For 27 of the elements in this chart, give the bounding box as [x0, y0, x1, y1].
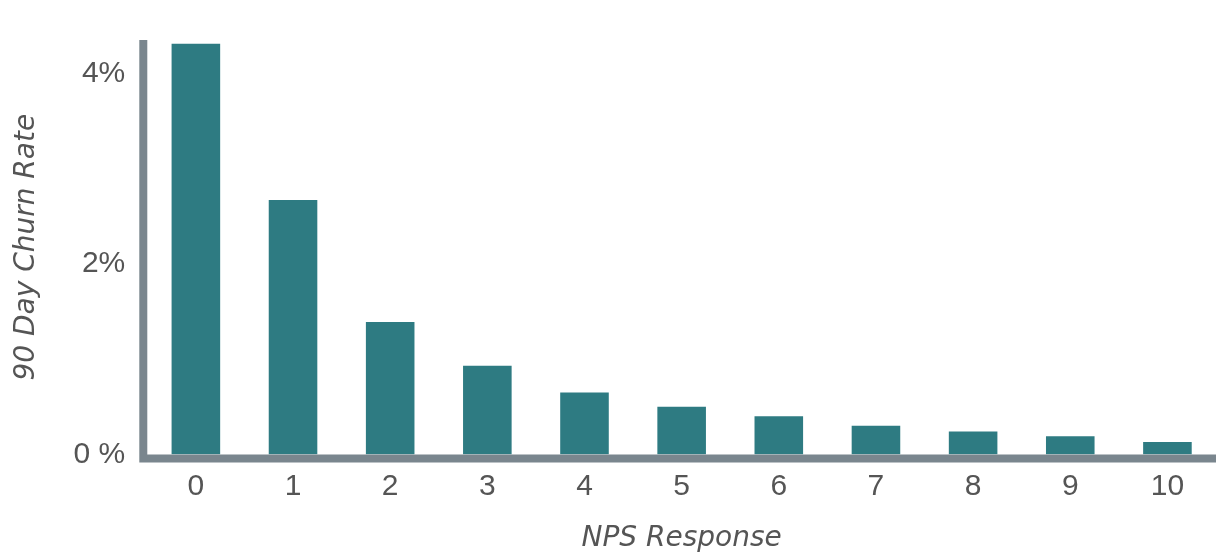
x-tick-label: 2: [381, 467, 399, 501]
x-tick-label: 5: [673, 467, 690, 501]
bar: [1143, 442, 1192, 455]
y-tick-label: 0 %: [73, 435, 126, 469]
bar: [1045, 436, 1095, 455]
x-axis-title: NPS Response: [581, 520, 782, 554]
x-tick-label: 6: [770, 467, 788, 501]
x-tick-label: 0: [187, 467, 205, 501]
bar: [851, 425, 901, 455]
x-tick-label: 8: [964, 467, 982, 501]
bar: [171, 43, 221, 455]
y-tick-label: 4%: [81, 54, 126, 88]
y-axis-title: 90 Day Churn Rate: [8, 113, 42, 381]
x-tick-label: 7: [867, 467, 885, 501]
bar: [560, 392, 609, 455]
x-tick-label: 3: [478, 467, 496, 501]
x-tick-label: 1: [284, 467, 302, 501]
bar: [948, 431, 998, 455]
bar: [754, 416, 804, 455]
y-tick-label: 2%: [81, 245, 126, 279]
bar: [365, 321, 415, 455]
x-tick-label: 9: [1061, 467, 1079, 501]
bar: [657, 406, 706, 455]
x-tick-label: 4: [576, 467, 593, 501]
bar: [463, 365, 512, 455]
x-tick-label: 10: [1150, 467, 1185, 501]
bar: [268, 200, 318, 455]
